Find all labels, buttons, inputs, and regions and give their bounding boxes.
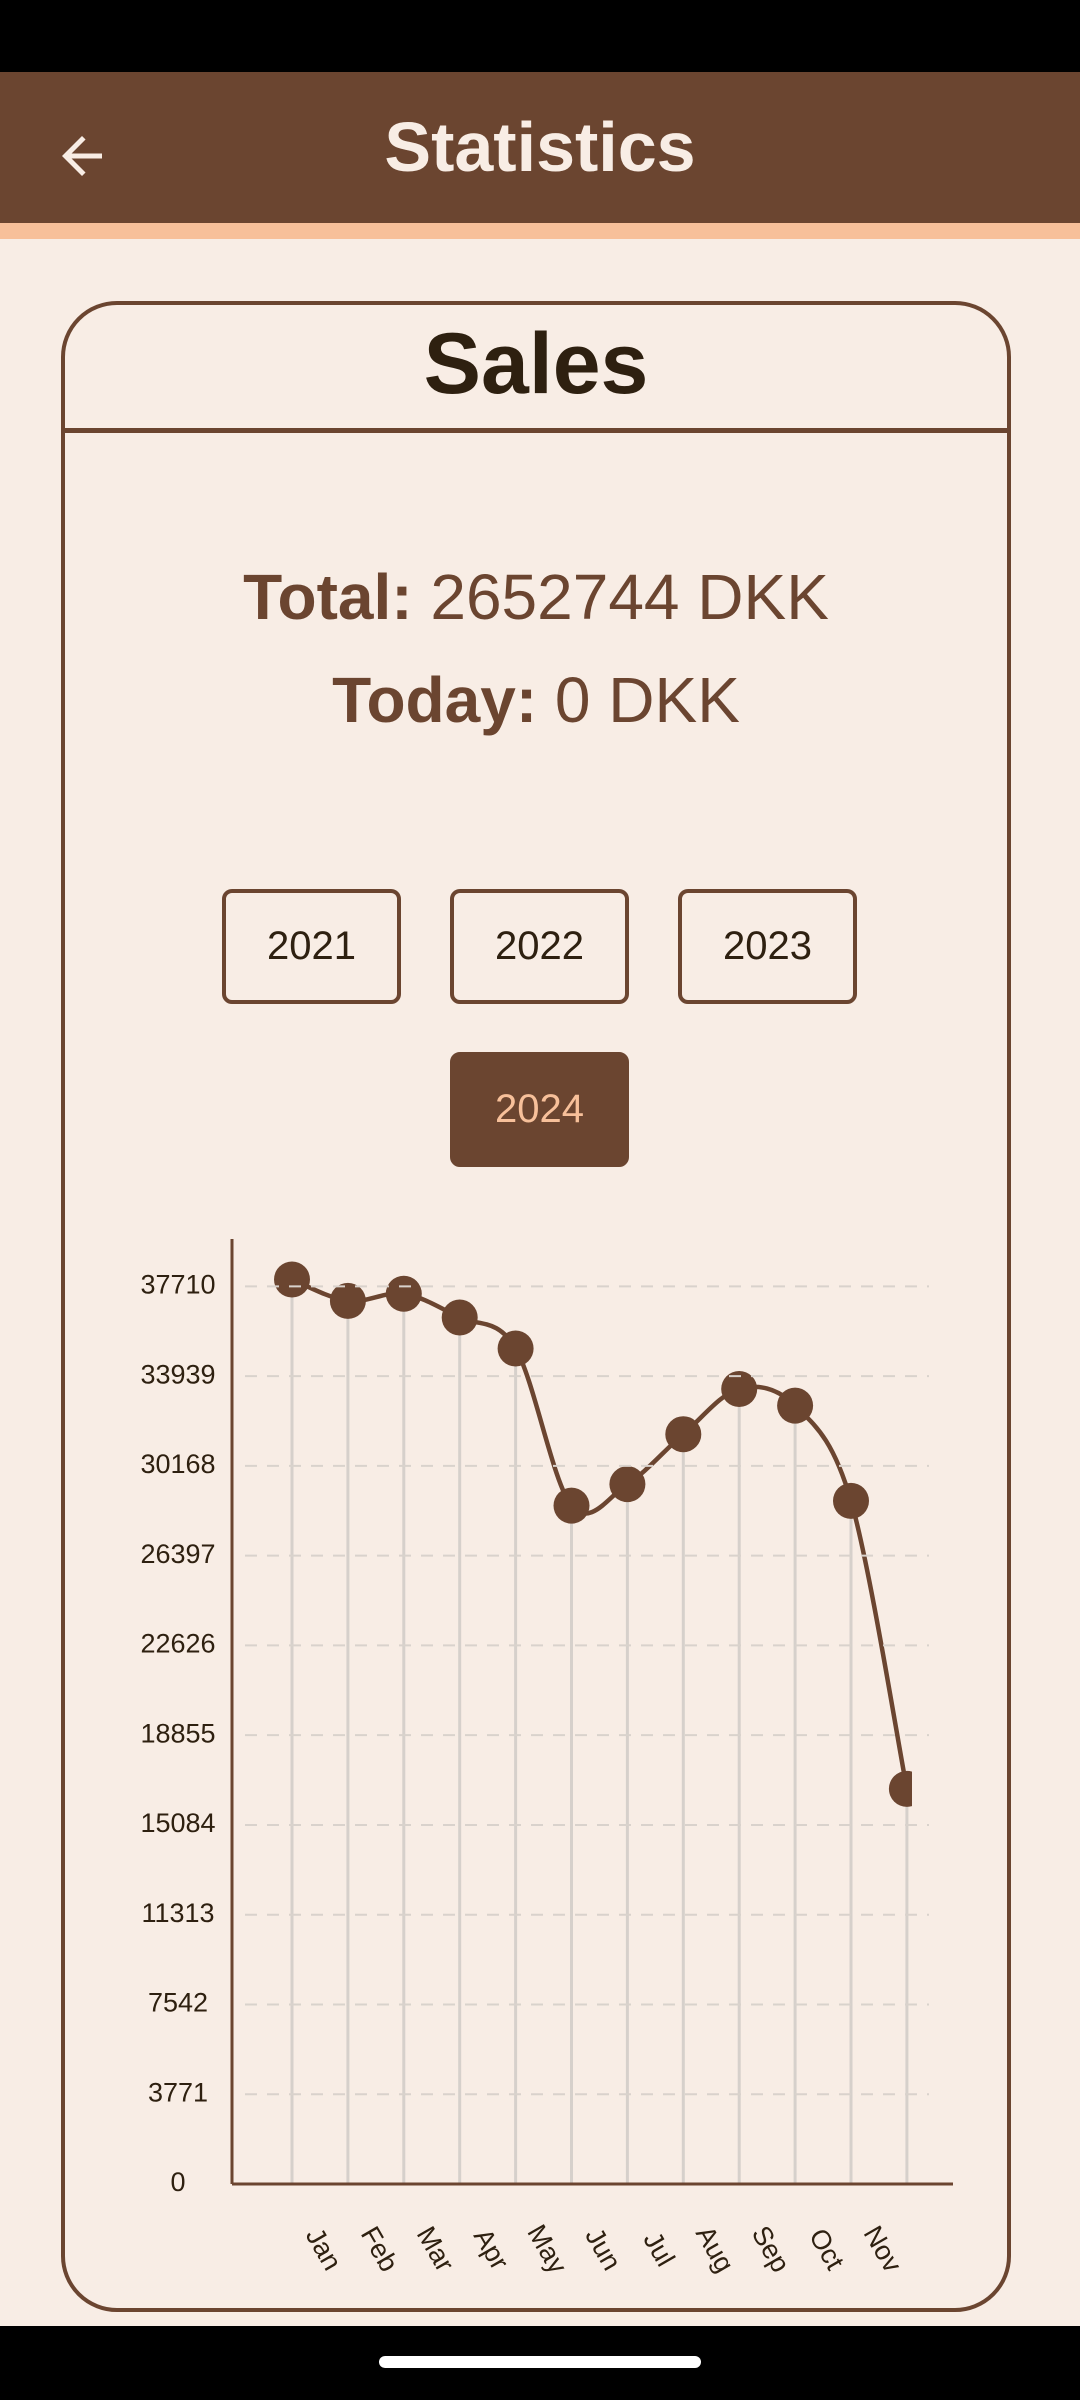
y-tick-label: 11313	[141, 1898, 214, 1928]
data-point	[274, 1261, 310, 1298]
today-value: 0 DKK	[554, 664, 740, 736]
x-tick-label: Jan	[300, 2223, 348, 2276]
data-point	[777, 1387, 814, 1424]
total-row: Total: 2652744 DKK	[61, 560, 1011, 634]
data-point	[833, 1482, 869, 1519]
today-label: Today:	[332, 664, 538, 736]
app-bar	[0, 72, 1080, 223]
y-tick-label: 30168	[140, 1449, 215, 1479]
data-point	[609, 1466, 646, 1503]
x-tick-label: Nov	[858, 2221, 908, 2278]
card-title: Sales	[423, 316, 649, 412]
y-tick-label: 15084	[140, 1808, 215, 1838]
x-tick-label: Oct	[803, 2223, 850, 2275]
y-tick-label: 3771	[148, 2077, 208, 2107]
x-tick-label: Apr	[468, 2223, 515, 2274]
sales-card	[61, 301, 1011, 2312]
x-tick-label: Sep	[746, 2221, 796, 2278]
plot-area	[274, 1261, 912, 2184]
total-label: Total:	[243, 561, 413, 633]
total-value: 2652744 DKK	[430, 561, 829, 633]
year-button[interactable]: 2022	[450, 889, 629, 1004]
y-tick-label: 7542	[148, 1988, 208, 2018]
status-bar	[0, 0, 1080, 72]
today-row: Today: 0 DKK	[61, 663, 1011, 737]
x-tick-label: Mar	[411, 2221, 460, 2276]
y-tick-label: 33939	[140, 1359, 215, 1389]
y-tick-label: 22626	[140, 1629, 215, 1659]
data-point	[329, 1282, 366, 1319]
divider	[63, 428, 1009, 433]
y-tick-label: 26397	[140, 1539, 215, 1569]
data-point	[553, 1487, 590, 1524]
data-point	[721, 1370, 758, 1407]
x-tick-label: Aug	[690, 2221, 740, 2278]
y-tick-label: 0	[170, 2167, 185, 2197]
data-point	[888, 1770, 912, 1807]
x-tick-label: Jun	[579, 2223, 627, 2276]
back-button[interactable]	[52, 126, 112, 186]
app-bar-accent	[0, 223, 1080, 239]
home-indicator	[379, 2356, 701, 2368]
sales-line	[291, 1277, 910, 1790]
y-tick-label: 37710	[140, 1269, 215, 1299]
x-tick-label: May	[521, 2219, 573, 2279]
x-tick-label: Jul	[637, 2227, 680, 2272]
screen-title: Statistics	[384, 108, 696, 186]
year-button[interactable]: 2021	[222, 889, 401, 1004]
data-point	[441, 1299, 478, 1336]
data-point	[385, 1275, 422, 1312]
year-button[interactable]: 2024	[450, 1052, 629, 1167]
x-tick-label: Feb	[355, 2221, 404, 2276]
y-tick-label: 18855	[140, 1718, 215, 1748]
data-point	[665, 1416, 702, 1453]
year-button[interactable]: 2023	[678, 889, 857, 1004]
data-point	[497, 1330, 534, 1367]
